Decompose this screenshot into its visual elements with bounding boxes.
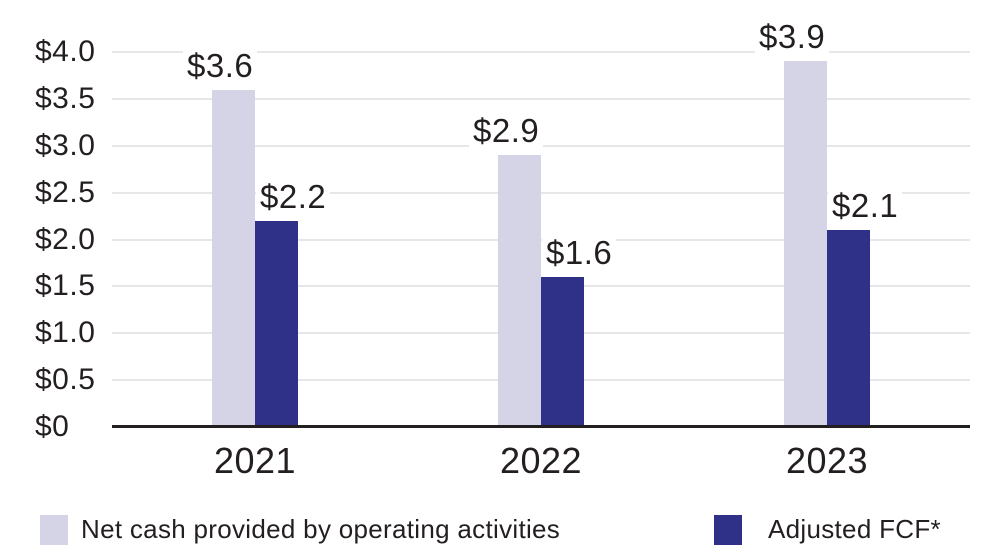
legend-item-operating-cash: Net cash provided by operating activitie… xyxy=(40,514,560,545)
bar-operating-cash xyxy=(212,89,255,427)
y-axis: $0 $0.5 $1.0 $1.5 $2.0 $2.5 $3.0 $3.5 $4.0 xyxy=(35,35,111,443)
y-axis-tick-label: $2.5 xyxy=(35,175,96,209)
bar-adjusted-fcf xyxy=(827,230,870,427)
legend-swatch-operating-cash xyxy=(40,514,68,545)
legend: Net cash provided by operating activitie… xyxy=(0,510,1001,554)
gridline xyxy=(112,238,970,241)
bar-value-label: $2.1 xyxy=(828,189,903,224)
x-axis-tick-label: 2023 xyxy=(785,440,869,481)
y-axis-tick-label: $2.0 xyxy=(35,222,96,256)
bar-operating-cash xyxy=(784,61,827,427)
bar-value-label: $2.9 xyxy=(469,114,544,149)
legend-label-adjusted-fcf: Adjusted FCF* xyxy=(768,514,941,544)
bar-value-label: $1.6 xyxy=(542,236,617,270)
bar-value-label: $3.6 xyxy=(183,48,258,83)
gridline xyxy=(112,97,970,100)
x-axis-line xyxy=(112,425,970,428)
plot-area: $3.6 $2.9 $3.9 $2.2 $1.6 $2.1 xyxy=(112,20,970,428)
x-axis-tick-label: 2021 xyxy=(213,440,297,481)
bar-value-label: $3.9 xyxy=(755,20,830,55)
y-axis-tick-label: $3.5 xyxy=(35,81,96,115)
gridline xyxy=(112,191,970,194)
bar-adjusted-fcf xyxy=(541,277,584,427)
y-axis-tick-label: $0 xyxy=(35,410,70,443)
legend-item-adjusted-fcf: Adjusted FCF* xyxy=(714,514,941,545)
legend-label-operating-cash: Net cash provided by operating activitie… xyxy=(81,514,561,544)
gridline xyxy=(112,51,970,53)
legend-swatch-adjusted-fcf xyxy=(714,514,742,545)
x-axis-tick-label: 2022 xyxy=(499,440,583,481)
x-axis: 2021 2022 2023 xyxy=(112,440,970,482)
bar-operating-cash xyxy=(498,155,541,427)
bar-value-label: $2.2 xyxy=(256,179,331,214)
y-axis-tick-label: $3.0 xyxy=(35,128,96,162)
y-axis-tick-label: $0.5 xyxy=(35,363,96,397)
y-axis-tick-label: $1.5 xyxy=(35,269,96,303)
y-axis-tick-label: $4.0 xyxy=(35,35,96,68)
bar-adjusted-fcf xyxy=(255,220,298,427)
y-axis-tick-label: $1.0 xyxy=(35,316,96,350)
